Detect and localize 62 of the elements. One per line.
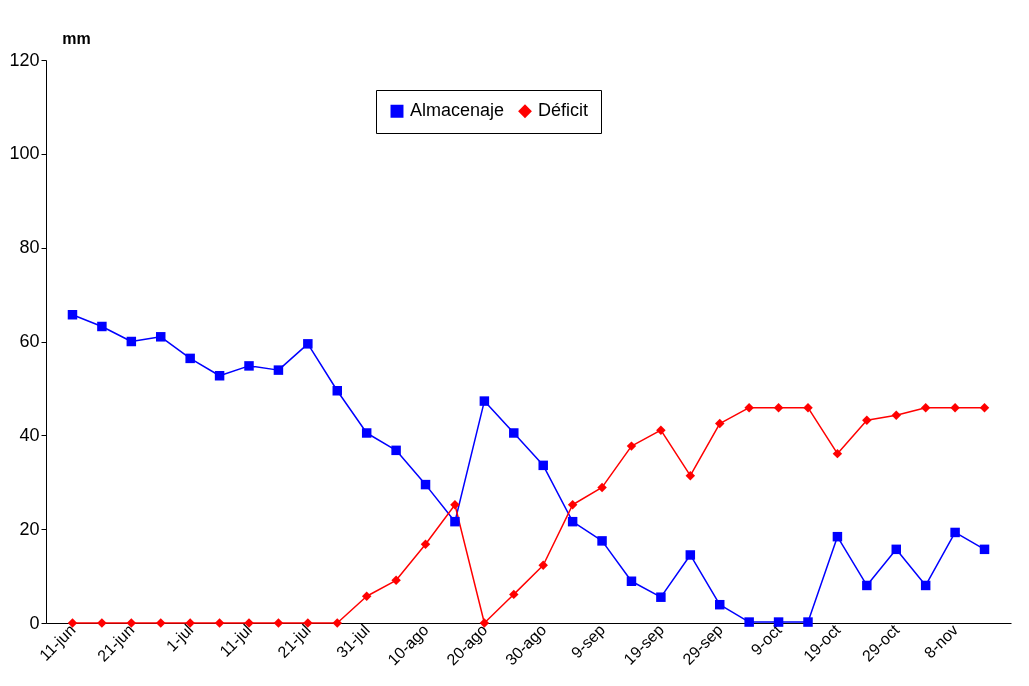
point <box>862 415 872 426</box>
point <box>391 445 401 456</box>
point <box>420 479 431 490</box>
y-tick-label: 80 <box>19 237 40 258</box>
point <box>185 353 195 364</box>
point <box>891 410 901 420</box>
point <box>685 470 696 481</box>
point <box>744 617 754 627</box>
point <box>832 448 843 459</box>
point <box>450 516 460 527</box>
point <box>538 460 548 471</box>
y-tick-label: 20 <box>19 518 40 539</box>
point <box>979 544 990 555</box>
point <box>156 618 166 628</box>
point <box>420 539 431 549</box>
point <box>950 527 960 538</box>
point <box>567 500 578 510</box>
point <box>97 321 107 332</box>
y-tick-label: 120 <box>9 49 40 70</box>
point <box>656 592 666 602</box>
point <box>156 332 166 342</box>
y-tick-label: 100 <box>9 143 40 164</box>
y-tick-label: 40 <box>19 424 40 445</box>
point <box>891 544 901 555</box>
point <box>714 599 725 610</box>
point <box>273 365 284 375</box>
point <box>126 336 137 347</box>
point <box>803 402 813 413</box>
point <box>391 575 401 586</box>
point <box>920 402 931 413</box>
point <box>244 361 254 371</box>
point <box>361 428 372 438</box>
point <box>509 589 519 600</box>
point <box>479 396 490 406</box>
point <box>303 339 313 349</box>
point <box>685 550 696 560</box>
point <box>950 402 960 413</box>
point <box>714 418 725 429</box>
point <box>626 576 637 586</box>
legend-label: Déficit <box>538 100 589 121</box>
point <box>773 402 784 413</box>
point <box>450 500 460 510</box>
point <box>626 441 637 451</box>
point <box>832 531 843 542</box>
y-tick-label: 60 <box>19 331 40 351</box>
y-tick-label: 0 <box>29 612 40 633</box>
point <box>920 580 931 591</box>
point <box>567 516 578 527</box>
point <box>509 428 519 438</box>
point <box>597 482 607 493</box>
point <box>744 402 754 413</box>
point <box>597 536 607 546</box>
point <box>214 371 225 381</box>
point <box>67 310 78 320</box>
point <box>862 580 872 591</box>
y-axis-title: mm <box>62 29 91 47</box>
point <box>979 402 990 413</box>
legend-label: Almacenaje <box>410 100 505 121</box>
point <box>656 425 666 435</box>
point <box>332 386 343 396</box>
point <box>538 560 548 571</box>
point <box>361 591 372 601</box>
